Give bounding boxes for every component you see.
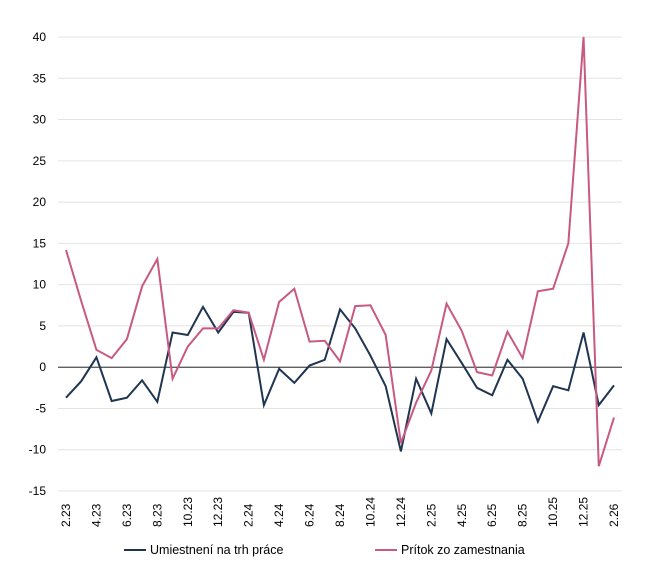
x-tick-label: 12.23 <box>211 497 225 527</box>
y-axis: -15 -10 -5 0 5 10 15 20 25 30 35 40 <box>29 30 47 498</box>
x-tick-label: 4.24 <box>272 503 286 527</box>
x-tick-label: 8.24 <box>333 503 347 527</box>
x-tick-label: 4.23 <box>89 503 103 527</box>
legend: Umiestnení na trh práce Prítok zo zamest… <box>0 543 663 563</box>
gridlines <box>58 36 622 492</box>
legend-item-series-1: Umiestnení na trh práce <box>124 543 283 557</box>
y-tick-label: -5 <box>35 401 46 415</box>
series-line-1 <box>65 304 615 452</box>
legend-label-series-2: Prítok zo zamestnania <box>401 543 525 557</box>
x-axis: 2.23 4.23 6.23 8.23 10.23 12.23 2.24 4.24 6.24 8.… <box>59 497 621 527</box>
series-line-2 <box>65 36 615 467</box>
y-tick-label: -15 <box>29 484 47 498</box>
x-tick-label: 10.25 <box>546 497 560 527</box>
y-tick-label: 20 <box>33 195 47 209</box>
x-tick-label: 10.23 <box>181 497 195 527</box>
legend-swatch-series-1 <box>124 549 146 551</box>
legend-item-series-2: Prítok zo zamestnania <box>375 543 525 557</box>
x-tick-label: 6.23 <box>120 503 134 527</box>
y-tick-label: 10 <box>33 278 47 292</box>
x-tick-label: 2.23 <box>59 503 73 527</box>
x-tick-label: 6.24 <box>303 503 317 527</box>
x-tick-label: 12.25 <box>577 497 591 527</box>
x-tick-label: 2.25 <box>424 503 438 527</box>
x-tick-label: 8.23 <box>150 503 164 527</box>
x-tick-label: 4.25 <box>455 503 469 527</box>
y-tick-label: 30 <box>33 113 47 127</box>
x-tick-label: 10.24 <box>363 497 377 527</box>
y-tick-label: 35 <box>33 71 47 85</box>
y-tick-label: 15 <box>33 236 47 250</box>
y-tick-label: -10 <box>29 443 47 457</box>
y-tick-label: 0 <box>39 360 46 374</box>
x-tick-label: 6.25 <box>485 503 499 527</box>
y-tick-label: 25 <box>33 154 47 168</box>
x-tick-label: 12.24 <box>394 497 408 527</box>
legend-swatch-series-2 <box>375 549 397 551</box>
series-lines <box>65 36 615 467</box>
x-tick-label: 8.25 <box>516 503 530 527</box>
legend-label-series-1: Umiestnení na trh práce <box>150 543 284 557</box>
y-tick-label: 5 <box>39 319 46 333</box>
x-tick-label: 2.26 <box>607 503 621 527</box>
x-tick-label: 2.24 <box>242 503 256 527</box>
y-tick-label: 40 <box>33 30 47 44</box>
